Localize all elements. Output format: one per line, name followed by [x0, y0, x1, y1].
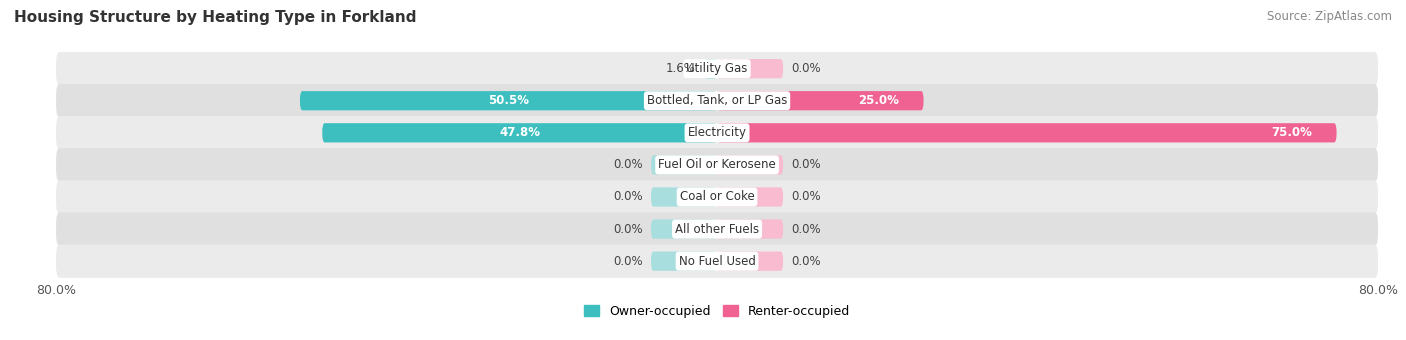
FancyBboxPatch shape	[56, 116, 1378, 150]
Text: Housing Structure by Heating Type in Forkland: Housing Structure by Heating Type in For…	[14, 10, 416, 25]
Text: Bottled, Tank, or LP Gas: Bottled, Tank, or LP Gas	[647, 94, 787, 107]
FancyBboxPatch shape	[717, 59, 783, 78]
Text: 0.0%: 0.0%	[792, 62, 821, 75]
FancyBboxPatch shape	[717, 187, 783, 207]
FancyBboxPatch shape	[651, 252, 717, 271]
Text: 47.8%: 47.8%	[499, 126, 540, 139]
FancyBboxPatch shape	[651, 187, 717, 207]
Text: 0.0%: 0.0%	[792, 158, 821, 171]
FancyBboxPatch shape	[717, 123, 1337, 142]
Text: Source: ZipAtlas.com: Source: ZipAtlas.com	[1267, 10, 1392, 23]
Text: 25.0%: 25.0%	[858, 94, 898, 107]
Text: 75.0%: 75.0%	[1271, 126, 1312, 139]
FancyBboxPatch shape	[56, 244, 1378, 278]
FancyBboxPatch shape	[56, 212, 1378, 246]
FancyBboxPatch shape	[717, 219, 783, 239]
Text: Coal or Coke: Coal or Coke	[679, 190, 755, 203]
Text: 1.6%: 1.6%	[665, 62, 696, 75]
FancyBboxPatch shape	[717, 155, 783, 174]
Text: Fuel Oil or Kerosene: Fuel Oil or Kerosene	[658, 158, 776, 171]
FancyBboxPatch shape	[56, 52, 1378, 85]
Text: 0.0%: 0.0%	[792, 223, 821, 236]
FancyBboxPatch shape	[56, 180, 1378, 214]
Text: 0.0%: 0.0%	[613, 190, 643, 203]
Text: All other Fuels: All other Fuels	[675, 223, 759, 236]
Text: 0.0%: 0.0%	[792, 190, 821, 203]
FancyBboxPatch shape	[717, 91, 924, 110]
Text: 0.0%: 0.0%	[613, 223, 643, 236]
Text: 0.0%: 0.0%	[613, 158, 643, 171]
Text: Utility Gas: Utility Gas	[686, 62, 748, 75]
Text: Electricity: Electricity	[688, 126, 747, 139]
Text: 50.5%: 50.5%	[488, 94, 529, 107]
FancyBboxPatch shape	[651, 219, 717, 239]
FancyBboxPatch shape	[704, 59, 717, 78]
Text: 0.0%: 0.0%	[792, 255, 821, 268]
Legend: Owner-occupied, Renter-occupied: Owner-occupied, Renter-occupied	[579, 300, 855, 323]
FancyBboxPatch shape	[299, 91, 717, 110]
Text: 0.0%: 0.0%	[613, 255, 643, 268]
FancyBboxPatch shape	[651, 155, 717, 174]
FancyBboxPatch shape	[56, 148, 1378, 182]
FancyBboxPatch shape	[56, 84, 1378, 117]
Text: No Fuel Used: No Fuel Used	[679, 255, 755, 268]
FancyBboxPatch shape	[717, 252, 783, 271]
FancyBboxPatch shape	[322, 123, 717, 142]
